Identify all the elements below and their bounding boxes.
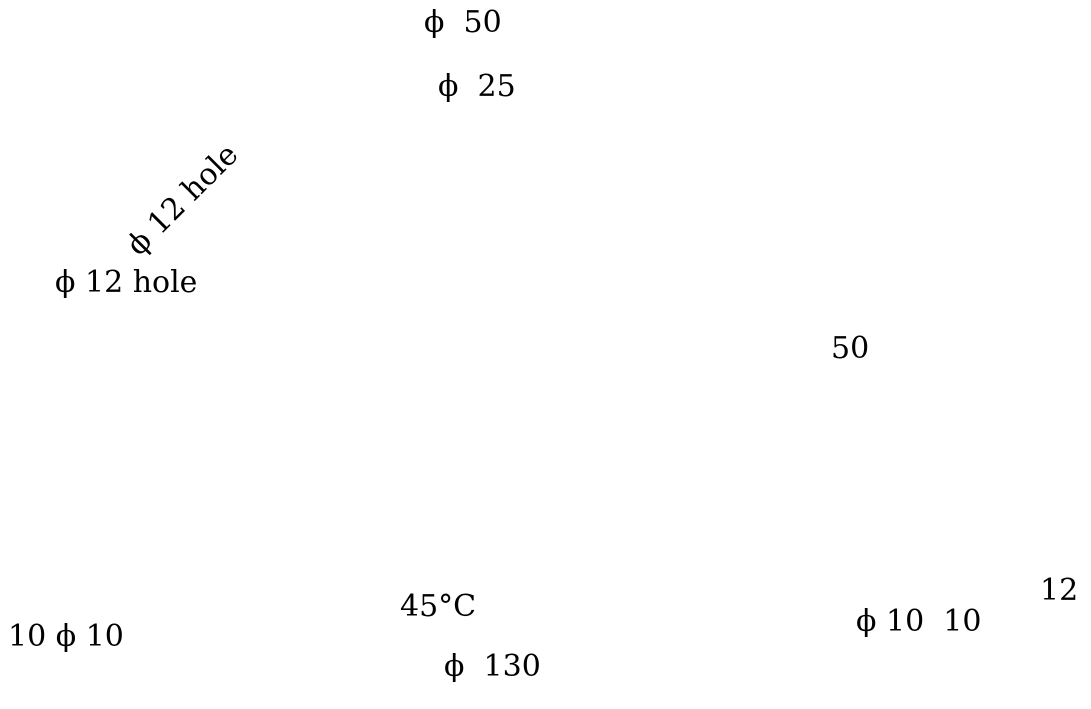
dimension-phi-10-10-right: ϕ 10 10 [856, 604, 982, 639]
dimension-12: 12 [1040, 573, 1079, 608]
dimension-phi-10-10-left: 10 ϕ 10 [8, 619, 124, 654]
dimension-phi-25: ϕ 25 [438, 69, 516, 104]
angle-45: 45°C [400, 589, 477, 624]
dimension-phi-130: ϕ 130 [444, 649, 541, 684]
dimension-50: 50 [831, 331, 870, 366]
dimension-phi-12-hole-angled: ϕ 12 hole [119, 137, 246, 263]
dimension-phi-12-hole: ϕ 12 hole [55, 265, 198, 300]
dimension-phi-50: ϕ 50 [424, 5, 502, 40]
